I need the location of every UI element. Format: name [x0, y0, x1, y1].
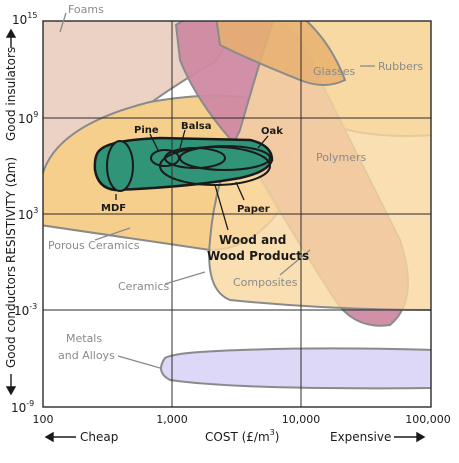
- leader-ceramics: [164, 271, 206, 285]
- leader-wood: [214, 184, 229, 231]
- y-tick-9: 109: [18, 110, 38, 126]
- arrow-down-head: [5, 386, 17, 396]
- leader-metals: [117, 355, 161, 369]
- x-tick-100: 100: [33, 413, 54, 426]
- arrow-expensive-head: [416, 431, 426, 443]
- y-tick-3: 103: [18, 206, 38, 222]
- leader-foams: [59, 12, 67, 33]
- label-paper: Paper: [237, 204, 270, 215]
- arrow-cheap-head: [44, 431, 54, 443]
- wood-mdf-ellipse: [106, 140, 134, 192]
- x-tick-1000: 1,000: [156, 413, 188, 426]
- region-metals: [160, 347, 431, 390]
- plot-frame: [42, 20, 432, 408]
- leader-oak: [257, 135, 269, 149]
- x-tick-100000: 100,000: [405, 413, 451, 426]
- leader-pine: [149, 133, 159, 151]
- y-annotation-good-insulators: Good insulators: [4, 47, 18, 141]
- grid: [43, 21, 431, 407]
- y-tick-m3: 10-3: [14, 302, 37, 318]
- label-composites: Composites: [233, 276, 298, 289]
- label-porous-ceramics: Porous Ceramics: [48, 239, 140, 252]
- leader-porous: [94, 227, 131, 241]
- label-mdf: MDF: [101, 203, 126, 214]
- label-metals-line1: Metals: [66, 332, 102, 345]
- y-axis-title: RESISTIVITY (Ωm): [4, 157, 18, 263]
- label-balsa: Balsa: [181, 121, 212, 132]
- label-wood-line2: Wood Products: [207, 249, 309, 263]
- leader-composites: [279, 249, 311, 276]
- label-wood-line1: Wood and: [219, 233, 286, 247]
- x-tick-10000: 10,000: [282, 413, 321, 426]
- label-foams: Foams: [68, 3, 104, 16]
- x-annotation-expensive: Expensive: [330, 430, 391, 444]
- label-metals-line2: and Alloys: [58, 349, 115, 362]
- y-annotation-good-conductors: Good conductors: [4, 266, 18, 368]
- x-annotation-cheap: Cheap: [80, 430, 118, 444]
- label-polymers: Polymers: [316, 151, 367, 164]
- region-composites: [208, 21, 431, 311]
- label-ceramics: Ceramics: [118, 280, 170, 293]
- label-oak: Oak: [261, 126, 283, 137]
- x-axis-title: COST (£/m3): [205, 428, 279, 444]
- arrow-up-head: [5, 28, 17, 38]
- label-glasses: Glasses: [313, 65, 356, 78]
- y-tick-15: 1015: [12, 11, 37, 27]
- wood-oak-ellipse: [179, 145, 271, 171]
- leader-balsa: [179, 129, 186, 149]
- region-glasses: [215, 21, 347, 86]
- label-pine: Pine: [134, 125, 159, 136]
- region-wood: [93, 136, 274, 192]
- y-tick-m9: 10-9: [11, 399, 34, 415]
- label-rubbers: Rubbers: [378, 60, 423, 73]
- leader-paper: [235, 181, 245, 201]
